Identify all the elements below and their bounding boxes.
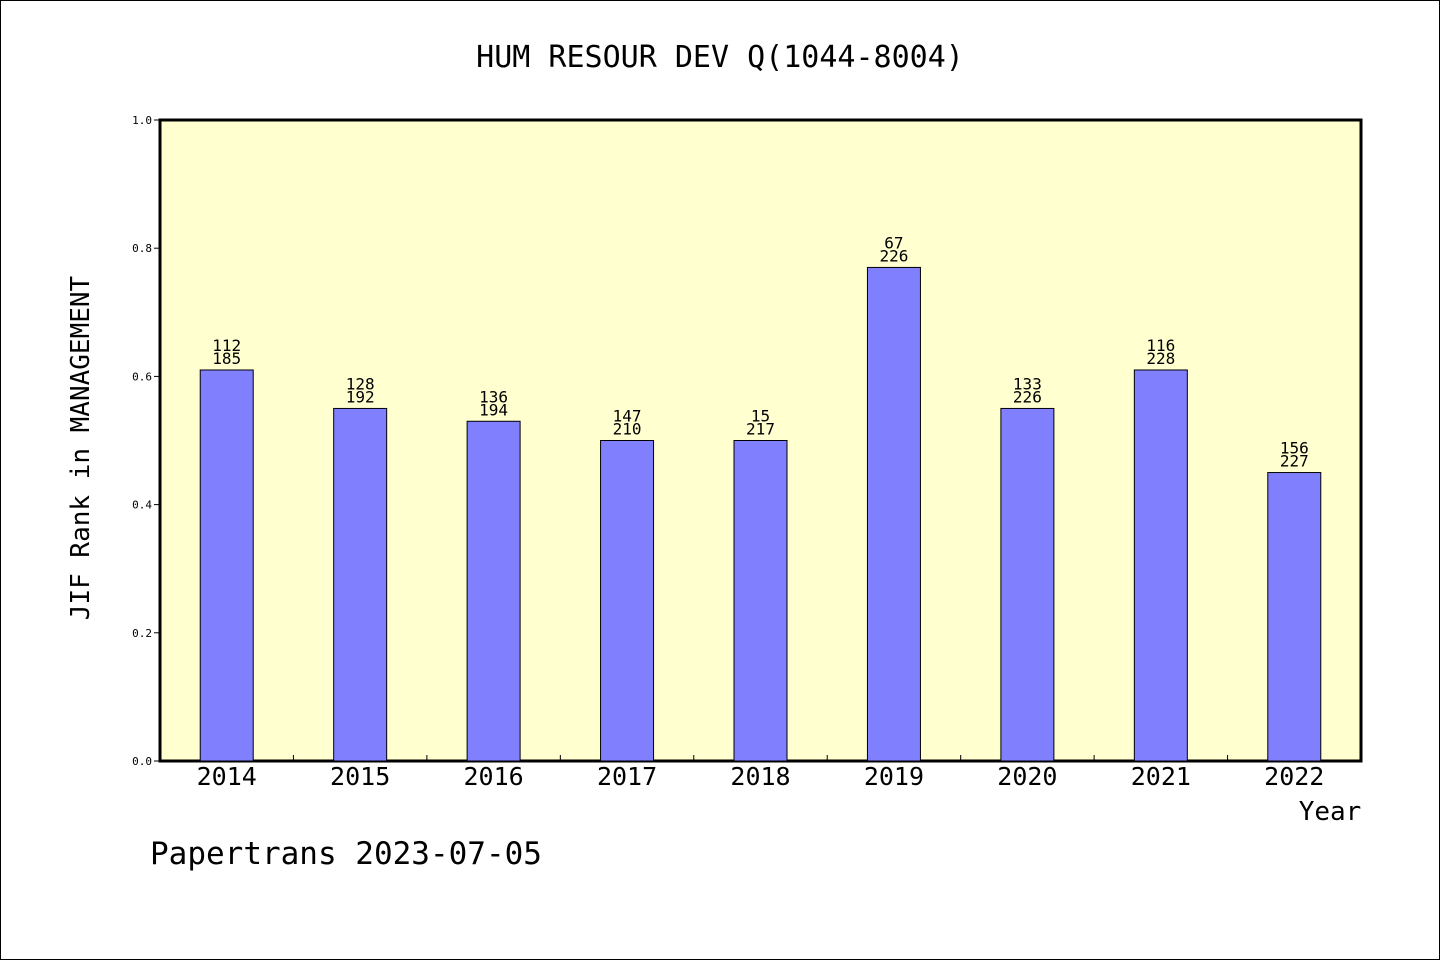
x-tick-label-2018: 2018	[730, 762, 790, 791]
bar-2022	[1267, 472, 1322, 762]
x-tick-label-2017: 2017	[597, 762, 657, 791]
bar-label-total-2016: 194	[479, 400, 508, 419]
x-tick-label-2020: 2020	[997, 762, 1057, 791]
bar-label-total-2022: 227	[1280, 452, 1309, 471]
y-tick-label-0.8: 0.8	[132, 242, 152, 255]
bar-2018	[733, 440, 788, 762]
x-axis-title: Year	[1299, 797, 1362, 827]
x-tick-label-2019: 2019	[864, 762, 924, 791]
y-tick-label-0.2: 0.2	[132, 627, 152, 640]
bar-label-rank-2022: 156	[1280, 439, 1309, 458]
x-tick-label-2016: 2016	[464, 762, 524, 791]
bar-label-total-2015: 192	[346, 387, 375, 406]
bars-layer	[199, 266, 1322, 762]
bar-2014	[199, 369, 254, 762]
bar-label-total-2020: 226	[1013, 387, 1042, 406]
bar-label-rank-2017: 147	[613, 407, 642, 426]
bar-2015	[333, 407, 388, 762]
bar-label-rank-2014: 112	[212, 336, 241, 355]
bar-label-rank-2019: 67	[884, 233, 903, 252]
y-tick-label-0.6: 0.6	[132, 370, 152, 383]
bar-2017	[600, 440, 655, 762]
x-tick-label-2015: 2015	[330, 762, 390, 791]
y-tick-label-0.0: 0.0	[132, 755, 152, 768]
x-tick-label-2021: 2021	[1131, 762, 1191, 791]
y-axis: 0.0 0.2 0.4 0.6 0.8 1.0	[132, 114, 160, 768]
bar-label-rank-2016: 136	[479, 387, 508, 406]
x-axis: 2014 2015 2016 2017 2018 2019 2020 2021 2022	[197, 755, 1324, 791]
bar-label-total-2021: 228	[1146, 349, 1175, 368]
chart-title: HUM RESOUR DEV Q(1044-8004)	[476, 40, 964, 75]
x-tick-label-2022: 2022	[1264, 762, 1324, 791]
bar-label-rank-2021: 116	[1146, 336, 1175, 355]
footer-caption: Papertrans 2023-07-05	[150, 836, 542, 872]
bar-2016	[466, 420, 521, 762]
bar-label-total-2018: 217	[746, 420, 775, 439]
bar-label-total-2017: 210	[613, 420, 642, 439]
bar-label-rank-2020: 133	[1013, 374, 1042, 393]
y-axis-title: JIF Rank in MANAGEMENT	[66, 275, 96, 620]
x-tick-label-2014: 2014	[197, 762, 257, 791]
bar-label-rank-2018: 15	[751, 407, 770, 426]
bar-label-total-2019: 226	[879, 246, 908, 265]
y-tick-label-1.0: 1.0	[132, 114, 152, 127]
bar-label-rank-2015: 128	[346, 374, 375, 393]
y-tick-label-0.4: 0.4	[132, 499, 152, 512]
bar-label-total-2014: 185	[212, 349, 241, 368]
bar-2021	[1133, 369, 1188, 762]
bar-2020	[1000, 407, 1055, 762]
bar-2019	[866, 266, 921, 762]
